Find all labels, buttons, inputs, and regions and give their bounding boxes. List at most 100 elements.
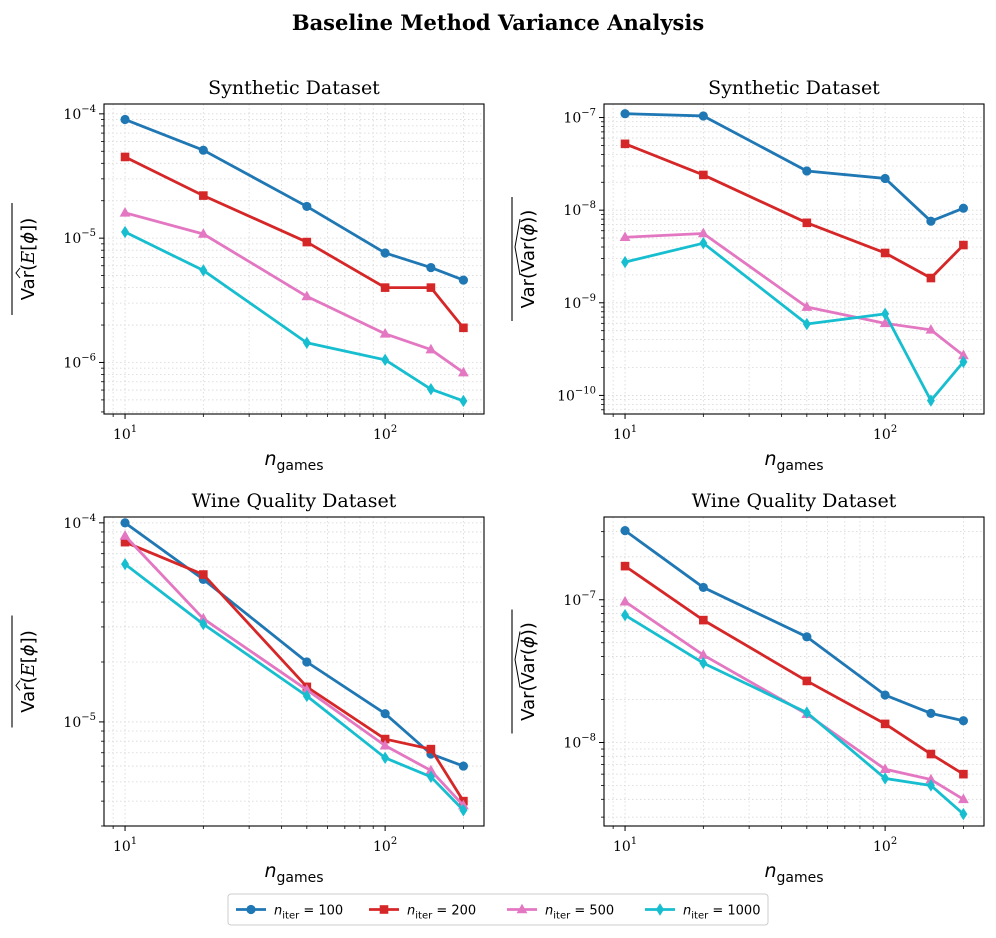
data-point-500 bbox=[379, 328, 391, 338]
data-point-100 bbox=[458, 761, 469, 771]
data-point-100 bbox=[120, 518, 130, 528]
data-point-200 bbox=[620, 139, 630, 149]
data-point-1000 bbox=[881, 772, 890, 785]
series-group bbox=[119, 114, 469, 408]
y-axis-label-text: Var(Var(ϕ)) bbox=[518, 210, 539, 309]
data-point-500 bbox=[301, 290, 313, 301]
series-line-100 bbox=[124, 118, 464, 282]
axes-frame bbox=[103, 516, 485, 827]
series-line-100 bbox=[624, 529, 964, 723]
data-point-500 bbox=[119, 206, 131, 217]
figure-title: Baseline Method Variance Analysis bbox=[292, 10, 704, 35]
data-point-200 bbox=[926, 273, 936, 283]
x-tick-label: 101 bbox=[613, 836, 637, 855]
y-axis-label-text: Var(E[ϕ]) bbox=[18, 218, 39, 300]
x-tick-label: 102 bbox=[873, 836, 897, 855]
data-point-100 bbox=[380, 248, 390, 258]
data-point-500 bbox=[619, 231, 631, 242]
data-point-500 bbox=[925, 773, 937, 784]
panel-title: Synthetic Dataset bbox=[208, 77, 380, 99]
x-axis-label: ngames bbox=[764, 448, 823, 474]
data-point-100 bbox=[302, 657, 312, 667]
series-line-1000 bbox=[624, 613, 965, 816]
y-label-hat bbox=[15, 680, 21, 691]
series-line-500 bbox=[624, 232, 965, 357]
x-axis-label: ngames bbox=[264, 860, 323, 886]
data-point-200 bbox=[426, 283, 436, 292]
y-label-hat bbox=[514, 218, 521, 276]
x-tick-label: 102 bbox=[373, 836, 397, 855]
data-point-1000 bbox=[381, 353, 390, 367]
series-line-200 bbox=[624, 142, 965, 280]
legend: niter = 100 niter = 200 niter = 500 niter =… bbox=[227, 893, 769, 926]
data-point-1000 bbox=[199, 617, 208, 631]
data-point-500 bbox=[697, 227, 709, 238]
series-line-200 bbox=[124, 155, 465, 329]
grid bbox=[104, 104, 484, 414]
panel-2: 101 102 10−10 10−9 10−8 10−7 Synthetic Dataset… bbox=[511, 77, 985, 474]
y-tick-label: 10−8 bbox=[563, 732, 596, 751]
data-point-200 bbox=[926, 749, 936, 759]
legend-marker bbox=[379, 905, 389, 914]
y-axis-label-text: Var(E[ϕ]) bbox=[18, 630, 39, 712]
panels: 101 102 10−6 10−5 10−4 Synthetic Dataset ngame… bbox=[11, 77, 985, 886]
data-point-1000 bbox=[699, 236, 708, 250]
data-point-1000 bbox=[426, 382, 435, 396]
panel-title: Wine Quality Dataset bbox=[192, 490, 397, 512]
legend-item-100: niter = 100 bbox=[236, 904, 343, 922]
data-point-100 bbox=[880, 690, 890, 700]
data-point-100 bbox=[926, 216, 936, 226]
data-point-100 bbox=[958, 203, 969, 213]
data-point-100 bbox=[698, 582, 708, 593]
y-tick-label: 10−4 bbox=[63, 104, 96, 123]
data-point-100 bbox=[958, 716, 969, 726]
legend-item-1000: niter = 1000 bbox=[645, 903, 760, 922]
panel-3: 101 102 10−5 10−4 Wine Quality Dataset ngames… bbox=[11, 490, 485, 886]
data-point-500 bbox=[379, 739, 391, 750]
data-point-500 bbox=[958, 349, 969, 360]
data-point-500 bbox=[925, 324, 937, 334]
y-tick-label: 10−7 bbox=[563, 108, 596, 127]
panel-1: 101 102 10−6 10−5 10−4 Synthetic Dataset ngame… bbox=[11, 77, 485, 474]
data-point-500 bbox=[197, 228, 209, 238]
axes-frame bbox=[603, 103, 985, 415]
y-tick-label: 10−4 bbox=[63, 513, 96, 532]
y-tick-label: 10−7 bbox=[563, 590, 596, 609]
x-tick-label: 102 bbox=[873, 424, 897, 443]
data-point-1000 bbox=[802, 706, 811, 719]
data-point-1000 bbox=[121, 225, 130, 239]
data-point-1000 bbox=[199, 264, 208, 277]
data-point-1000 bbox=[426, 770, 435, 784]
panel-title: Wine Quality Dataset bbox=[692, 490, 897, 512]
data-point-200 bbox=[699, 615, 708, 625]
panel-4: 101 102 10−8 10−7 Wine Quality Dataset ngames… bbox=[511, 490, 985, 886]
data-point-100 bbox=[380, 709, 390, 719]
series-line-1000 bbox=[124, 563, 465, 812]
data-point-1000 bbox=[621, 608, 630, 622]
y-tick-label: 10−5 bbox=[63, 228, 96, 247]
legend-item-200: niter = 200 bbox=[369, 904, 476, 922]
data-point-100 bbox=[698, 111, 708, 121]
series-line-100 bbox=[124, 521, 464, 768]
x-axis-label: ngames bbox=[764, 860, 823, 886]
legend-label: niter = 100 bbox=[274, 904, 343, 922]
data-point-200 bbox=[880, 719, 890, 729]
data-point-500 bbox=[879, 317, 891, 328]
y-axis-label: Var(E[ϕ]) bbox=[11, 615, 39, 728]
series-group bbox=[619, 526, 969, 821]
y-tick-label: 10−8 bbox=[563, 200, 596, 219]
legend-frame bbox=[227, 893, 769, 926]
data-point-100 bbox=[802, 632, 812, 642]
data-point-100 bbox=[880, 173, 890, 184]
data-point-1000 bbox=[881, 307, 890, 321]
data-point-1000 bbox=[926, 779, 935, 792]
data-point-1000 bbox=[121, 557, 130, 571]
series-line-500 bbox=[624, 600, 965, 801]
data-point-500 bbox=[958, 793, 969, 804]
data-point-500 bbox=[619, 595, 631, 606]
data-point-200 bbox=[880, 248, 890, 258]
data-point-1000 bbox=[699, 656, 708, 670]
data-point-500 bbox=[801, 301, 813, 311]
data-point-200 bbox=[699, 170, 708, 180]
